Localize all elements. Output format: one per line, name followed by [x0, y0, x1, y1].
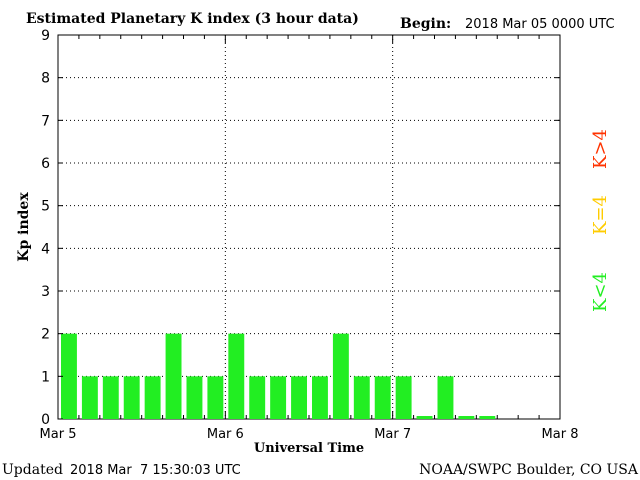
kp-bar	[144, 376, 161, 419]
kp-bar	[458, 416, 475, 419]
x-tick-label: Mar 8	[542, 427, 579, 442]
kp-bar	[395, 376, 412, 419]
bars	[61, 333, 496, 419]
kp-bar	[102, 376, 119, 419]
y-tick-label: 0	[41, 412, 50, 428]
legend-k-gt4: K>4	[590, 129, 611, 169]
begin-value: 2018 Mar 05 0000 UTC	[465, 17, 615, 32]
x-tick-label: Mar 7	[374, 427, 411, 442]
kp-bar	[228, 333, 245, 419]
kp-bar	[291, 376, 307, 419]
y-tick-label: 2	[41, 327, 50, 343]
kp-bar	[270, 376, 287, 419]
y-tick-label: 8	[41, 71, 50, 87]
plot-frame	[57, 34, 561, 420]
y-axis-label: Kp index	[16, 192, 32, 262]
y-tick-label: 3	[41, 284, 50, 300]
legend-k-eq4: K=4	[590, 195, 611, 235]
chart-title: Estimated Planetary K index (3 hour data…	[26, 11, 359, 27]
kp-bar	[416, 416, 433, 419]
kp-bar	[123, 376, 140, 419]
kp-bar	[332, 333, 349, 419]
x-tick-label: Mar 6	[207, 427, 244, 442]
y-tick-label: 4	[41, 241, 50, 257]
updated-value: 2018 Mar 7 15:30:03 UTC	[70, 463, 241, 478]
y-tick-label: 1	[41, 369, 50, 385]
kp-bar	[353, 376, 370, 419]
y-tick-label: 6	[41, 156, 50, 172]
y-tick-label: 5	[41, 199, 50, 215]
y-tick-label: 7	[41, 113, 50, 129]
y-ticks: 0 1 2 3 4 5 6 7 8 9	[41, 28, 560, 428]
kp-bar	[312, 376, 328, 419]
y-tick-label: 9	[41, 28, 50, 44]
x-tick-label: Mar 5	[40, 427, 77, 442]
x-ticks: Mar 5 Mar 6 Mar 7 Mar 8	[40, 35, 579, 442]
x-axis-label: Universal Time	[254, 441, 364, 456]
kp-bar	[479, 416, 496, 419]
source-credit: NOAA/SWPC Boulder, CO USA	[419, 462, 639, 478]
grid	[58, 35, 560, 419]
updated-label: Updated	[2, 462, 63, 478]
kp-bar	[437, 376, 454, 419]
kp-bar	[165, 333, 182, 419]
kp-bar	[374, 376, 391, 419]
kp-bar	[207, 376, 224, 419]
legend-k-lt4: K<4	[590, 272, 611, 312]
kp-bar	[249, 376, 266, 419]
kp-bar	[186, 376, 203, 419]
kp-bar	[61, 333, 77, 419]
begin-label: Begin:	[400, 16, 451, 32]
kp-bar	[81, 376, 98, 419]
